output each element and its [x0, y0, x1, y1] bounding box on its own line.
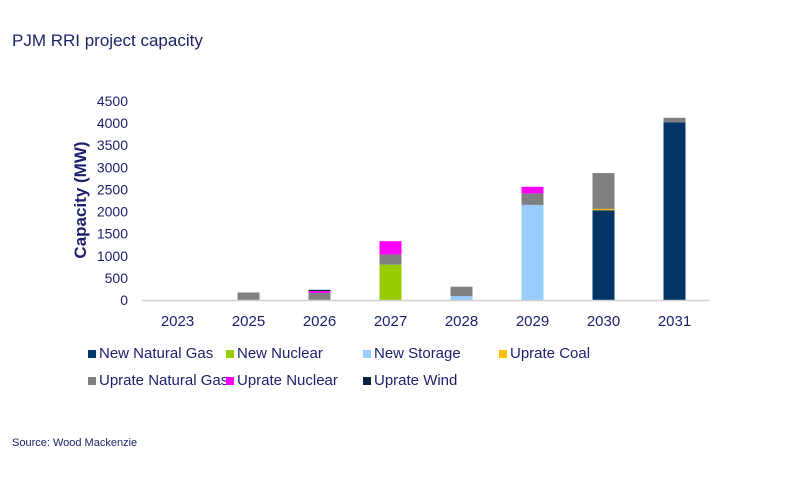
- y-tick-label: 4000: [97, 115, 128, 131]
- x-tick-label: 2030: [587, 313, 620, 330]
- legend-swatch: [363, 376, 371, 385]
- x-tick-label: 2027: [374, 313, 407, 330]
- x-tick-label: 2029: [516, 313, 549, 330]
- bar-segment-uprate-nuclear: [308, 291, 331, 293]
- legend-swatch: [363, 349, 371, 358]
- x-tick-label: 2025: [232, 313, 265, 330]
- y-tick-label: 2000: [97, 204, 128, 220]
- bar-segment-uprate-natural-gas: [450, 286, 473, 297]
- legend-item: Uprate Nuclear: [226, 372, 338, 389]
- legend-item: Uprate Wind: [363, 372, 457, 389]
- source-note: Source: Wood Mackenzie: [12, 437, 138, 449]
- y-tick-label: 0: [120, 292, 128, 308]
- y-tick-label: 3500: [97, 137, 128, 153]
- chart-title: PJM RRI project capacity: [12, 31, 203, 50]
- legend-swatch: [88, 376, 96, 385]
- legend-swatch: [226, 349, 234, 358]
- bar-segment-uprate-natural-gas: [379, 254, 402, 265]
- legend-item: New Natural Gas: [88, 345, 213, 362]
- x-tick-label: 2026: [303, 313, 336, 330]
- bar-segment-new-nuclear: [379, 264, 402, 300]
- legend-item: Uprate Coal: [499, 345, 590, 362]
- legend-swatch: [226, 376, 234, 385]
- legend-label: New Storage: [374, 345, 461, 362]
- x-tick-label: 2028: [445, 313, 478, 330]
- bar-segment-uprate-coal: [592, 208, 615, 211]
- y-tick-label: 500: [105, 270, 129, 286]
- bar-segment-uprate-natural-gas: [521, 193, 544, 205]
- legend-swatch: [88, 349, 96, 358]
- bar-segment-new-storage: [450, 296, 473, 300]
- y-tick-label: 4500: [97, 93, 128, 109]
- bar-segment-uprate-nuclear: [379, 241, 402, 255]
- y-tick-label: 3000: [97, 159, 128, 175]
- y-tick-label: 1500: [97, 226, 128, 242]
- x-tick-label: 2031: [658, 313, 691, 330]
- bar-segment-new-storage: [521, 204, 544, 300]
- x-tick-label: 2023: [161, 313, 194, 330]
- legend-label: New Nuclear: [237, 345, 323, 362]
- bar-segment-new-natural-gas: [663, 122, 686, 300]
- legend-label: New Natural Gas: [99, 345, 214, 362]
- bar-segment-uprate-natural-gas: [663, 117, 686, 123]
- bar-segment-uprate-natural-gas: [308, 292, 331, 300]
- legend-swatch: [499, 349, 507, 358]
- bar-segment-uprate-wind: [308, 289, 331, 292]
- legend-label: Uprate Natural Gas: [99, 372, 229, 389]
- legend-label: Uprate Coal: [510, 345, 591, 362]
- legend-item: Uprate Natural Gas: [88, 372, 228, 389]
- bar-segment-uprate-nuclear: [521, 186, 544, 194]
- bar-segment-uprate-natural-gas: [237, 292, 260, 300]
- y-tick-label: 1000: [97, 248, 128, 264]
- legend-item: New Storage: [363, 345, 461, 362]
- bar-segment-new-natural-gas: [592, 210, 615, 300]
- y-axis-title: Capacity (MW): [71, 141, 90, 258]
- y-tick-label: 2500: [97, 181, 128, 197]
- bar-segment-uprate-natural-gas: [592, 173, 615, 209]
- legend-item: New Nuclear: [226, 345, 323, 362]
- legend-label: Uprate Wind: [374, 372, 458, 389]
- legend-label: Uprate Nuclear: [237, 372, 338, 389]
